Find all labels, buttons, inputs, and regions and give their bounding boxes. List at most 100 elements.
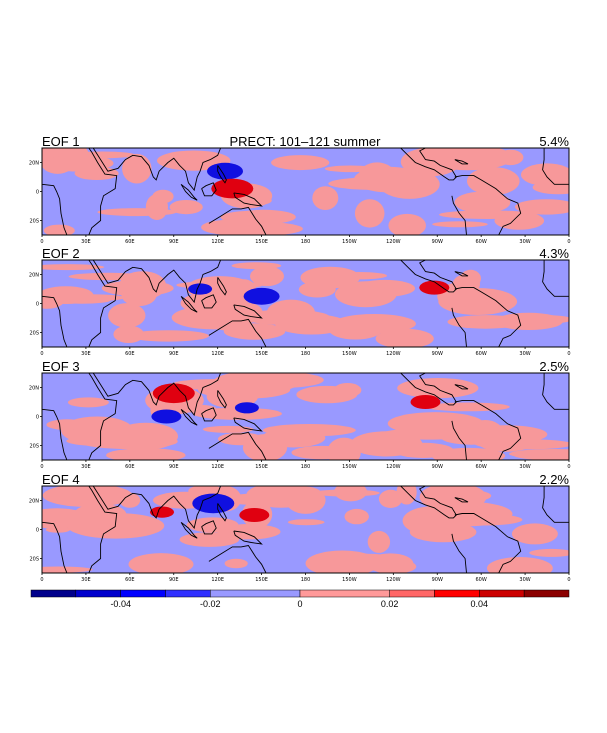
x-tick-label: 30E bbox=[81, 577, 91, 583]
coastline bbox=[92, 148, 222, 192]
panel-label: EOF 1 bbox=[42, 134, 80, 149]
weak-positive-patch bbox=[329, 321, 382, 340]
coastline bbox=[217, 165, 227, 184]
weak-positive-patch bbox=[324, 165, 376, 173]
weak-positive-patch bbox=[262, 424, 356, 437]
weak-positive-patch bbox=[60, 420, 82, 430]
coastline bbox=[454, 271, 469, 277]
x-tick-label: 150E bbox=[255, 351, 268, 357]
coastline bbox=[88, 260, 118, 347]
weak-positive-patch bbox=[287, 519, 325, 526]
colorbar-tick-label: -0.04 bbox=[110, 599, 131, 609]
weak-positive-patch bbox=[454, 191, 511, 214]
x-tick-label: 60W bbox=[476, 239, 487, 245]
x-tick-label: 30W bbox=[519, 577, 530, 583]
x-tick-label: 60E bbox=[125, 351, 135, 357]
colorbar-segment bbox=[523, 589, 570, 598]
positive-anomaly bbox=[152, 383, 195, 404]
y-tick-label: 20S bbox=[29, 219, 39, 225]
coastline bbox=[454, 400, 522, 460]
x-tick-label: 0 bbox=[40, 464, 43, 470]
negative-anomaly bbox=[234, 402, 259, 414]
coastline bbox=[201, 407, 217, 422]
x-tick-label: 30W bbox=[519, 239, 530, 245]
colorbar-tick-label: -0.02 bbox=[200, 599, 221, 609]
coastline bbox=[92, 486, 222, 530]
x-tick-label: 60W bbox=[476, 577, 487, 583]
eof-panel-1: EOF 1 5.4% 0 30E 60E 90E 120E 150E 180 150W 120W 90… bbox=[29, 134, 571, 245]
weak-positive-patch bbox=[224, 558, 248, 569]
y-tick-label: 0 bbox=[36, 528, 39, 534]
colorbar: -0.04 -0.02 0 0.02 0.04 bbox=[30, 589, 570, 609]
weak-positive-patch bbox=[250, 266, 284, 287]
coastline bbox=[201, 182, 217, 197]
figure-title: PRECT: 101–121 summer bbox=[229, 134, 381, 149]
weak-positive-patch bbox=[42, 486, 133, 507]
weak-positive-patch bbox=[402, 506, 461, 536]
weak-positive-patch bbox=[108, 303, 146, 328]
negative-anomaly bbox=[188, 283, 213, 295]
coastline bbox=[208, 431, 267, 460]
x-tick-label: 150W bbox=[342, 464, 357, 470]
weak-positive-patch bbox=[396, 486, 417, 505]
weak-positive-patch bbox=[246, 486, 316, 508]
x-tick-label: 0 bbox=[567, 351, 570, 357]
x-tick-label: 30W bbox=[519, 351, 530, 357]
x-tick-label: 120W bbox=[386, 351, 401, 357]
colorbar-segment bbox=[30, 589, 77, 598]
x-tick-label: 90E bbox=[169, 464, 179, 470]
weak-positive-patch bbox=[312, 186, 339, 211]
coastline bbox=[88, 148, 118, 235]
coastline bbox=[233, 192, 263, 207]
weak-positive-patch bbox=[532, 180, 569, 195]
weak-positive-patch bbox=[466, 425, 548, 444]
weak-positive-patch bbox=[94, 525, 157, 536]
weak-positive-patch bbox=[482, 439, 569, 450]
coastline bbox=[180, 295, 198, 313]
weak-positive-patch bbox=[127, 330, 209, 342]
eof-panel-4: EOF 4 2.2% 0 30E 60E 90E 120E 150E 180 150W 120W 90… bbox=[29, 472, 571, 583]
colorbar-segment bbox=[479, 589, 525, 598]
panel-field bbox=[42, 486, 569, 573]
coastline bbox=[542, 373, 569, 410]
y-tick-label: 20N bbox=[29, 273, 39, 279]
weak-positive-patch bbox=[514, 199, 569, 215]
weak-positive-patch bbox=[367, 553, 414, 573]
colorbar-tick-label: 0.02 bbox=[381, 599, 399, 609]
positive-anomaly bbox=[150, 506, 174, 518]
panels: EOF 1 5.4% 0 30E 60E 90E 120E 150E 180 150W 120W 90… bbox=[29, 134, 571, 583]
x-tick-label: 0 bbox=[567, 239, 570, 245]
x-tick-label: 120E bbox=[211, 464, 224, 470]
coastline bbox=[233, 530, 263, 545]
x-tick-label: 150W bbox=[342, 577, 357, 583]
coastline bbox=[88, 373, 118, 460]
x-tick-label: 90W bbox=[432, 577, 443, 583]
coastline bbox=[217, 390, 227, 409]
weak-positive-patch bbox=[467, 167, 520, 196]
weak-positive-patch bbox=[113, 325, 144, 343]
panel-variance: 4.3% bbox=[539, 246, 569, 261]
weak-positive-patch bbox=[231, 209, 296, 225]
positive-anomaly bbox=[239, 508, 270, 522]
y-tick-label: 20S bbox=[29, 557, 39, 563]
x-tick-label: 30E bbox=[81, 239, 91, 245]
coastline bbox=[180, 183, 198, 201]
eof-panel-3: EOF 3 2.5% 0 30E 60E 90E 120E 150E 180 150W 120W 90… bbox=[29, 359, 571, 470]
y-tick-label: 0 bbox=[36, 302, 39, 308]
x-tick-label: 150W bbox=[342, 351, 357, 357]
coastline bbox=[208, 545, 267, 573]
coastline bbox=[217, 503, 227, 522]
colorbar-segment bbox=[389, 589, 435, 598]
x-tick-label: 0 bbox=[40, 239, 43, 245]
coastline bbox=[542, 486, 569, 523]
coastline bbox=[542, 260, 569, 297]
weak-positive-patch bbox=[400, 148, 461, 177]
colorbar-segment bbox=[120, 589, 166, 598]
weak-positive-patch bbox=[202, 425, 254, 433]
negative-anomaly bbox=[151, 409, 182, 424]
colorbar-segment bbox=[75, 589, 121, 598]
colorbar-tick-label: 0.04 bbox=[471, 599, 489, 609]
coastline bbox=[451, 533, 467, 573]
x-tick-label: 30W bbox=[519, 464, 530, 470]
